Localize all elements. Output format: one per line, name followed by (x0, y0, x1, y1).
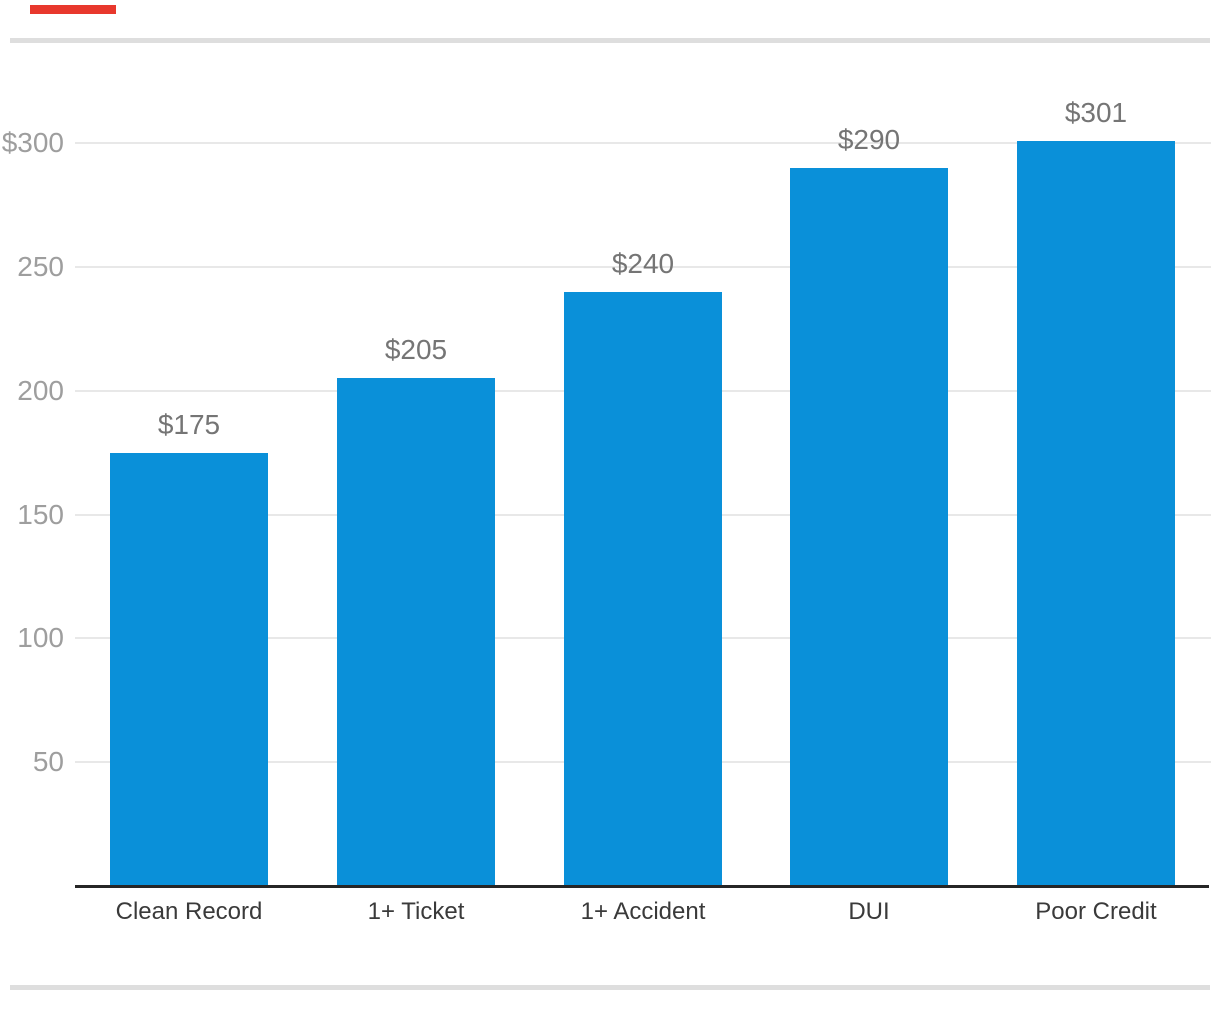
accent-bar (30, 5, 116, 14)
bar-value-label: $301 (1064, 97, 1128, 128)
top-rule (10, 38, 1210, 43)
y-tick-label: 50 (32, 746, 64, 777)
bar-value-label: $240 (611, 248, 675, 279)
bar-value-label: $205 (384, 334, 448, 365)
gridline (75, 142, 1211, 144)
bar-value-label: $290 (837, 124, 901, 155)
bar-value-label: $175 (157, 409, 221, 440)
y-tick-label: 200 (17, 375, 64, 406)
y-tick-label: 150 (17, 499, 64, 530)
category-label: DUI (848, 898, 890, 925)
category-label: Clean Record (115, 898, 263, 925)
bar (1017, 141, 1175, 886)
category-label: 1+ Ticket (367, 898, 465, 925)
bottom-rule (10, 985, 1210, 990)
category-label: Poor Credit (1035, 898, 1157, 925)
category-label: 1+ Accident (580, 898, 706, 925)
x-axis-line (75, 885, 1209, 888)
bar (790, 168, 948, 886)
y-tick-label: $300 (1, 127, 64, 158)
y-tick-label: 100 (17, 622, 64, 653)
y-tick-label: 250 (17, 251, 64, 282)
bar (110, 453, 268, 886)
bar (337, 378, 495, 886)
bar (564, 292, 722, 886)
gridline (75, 266, 1211, 268)
